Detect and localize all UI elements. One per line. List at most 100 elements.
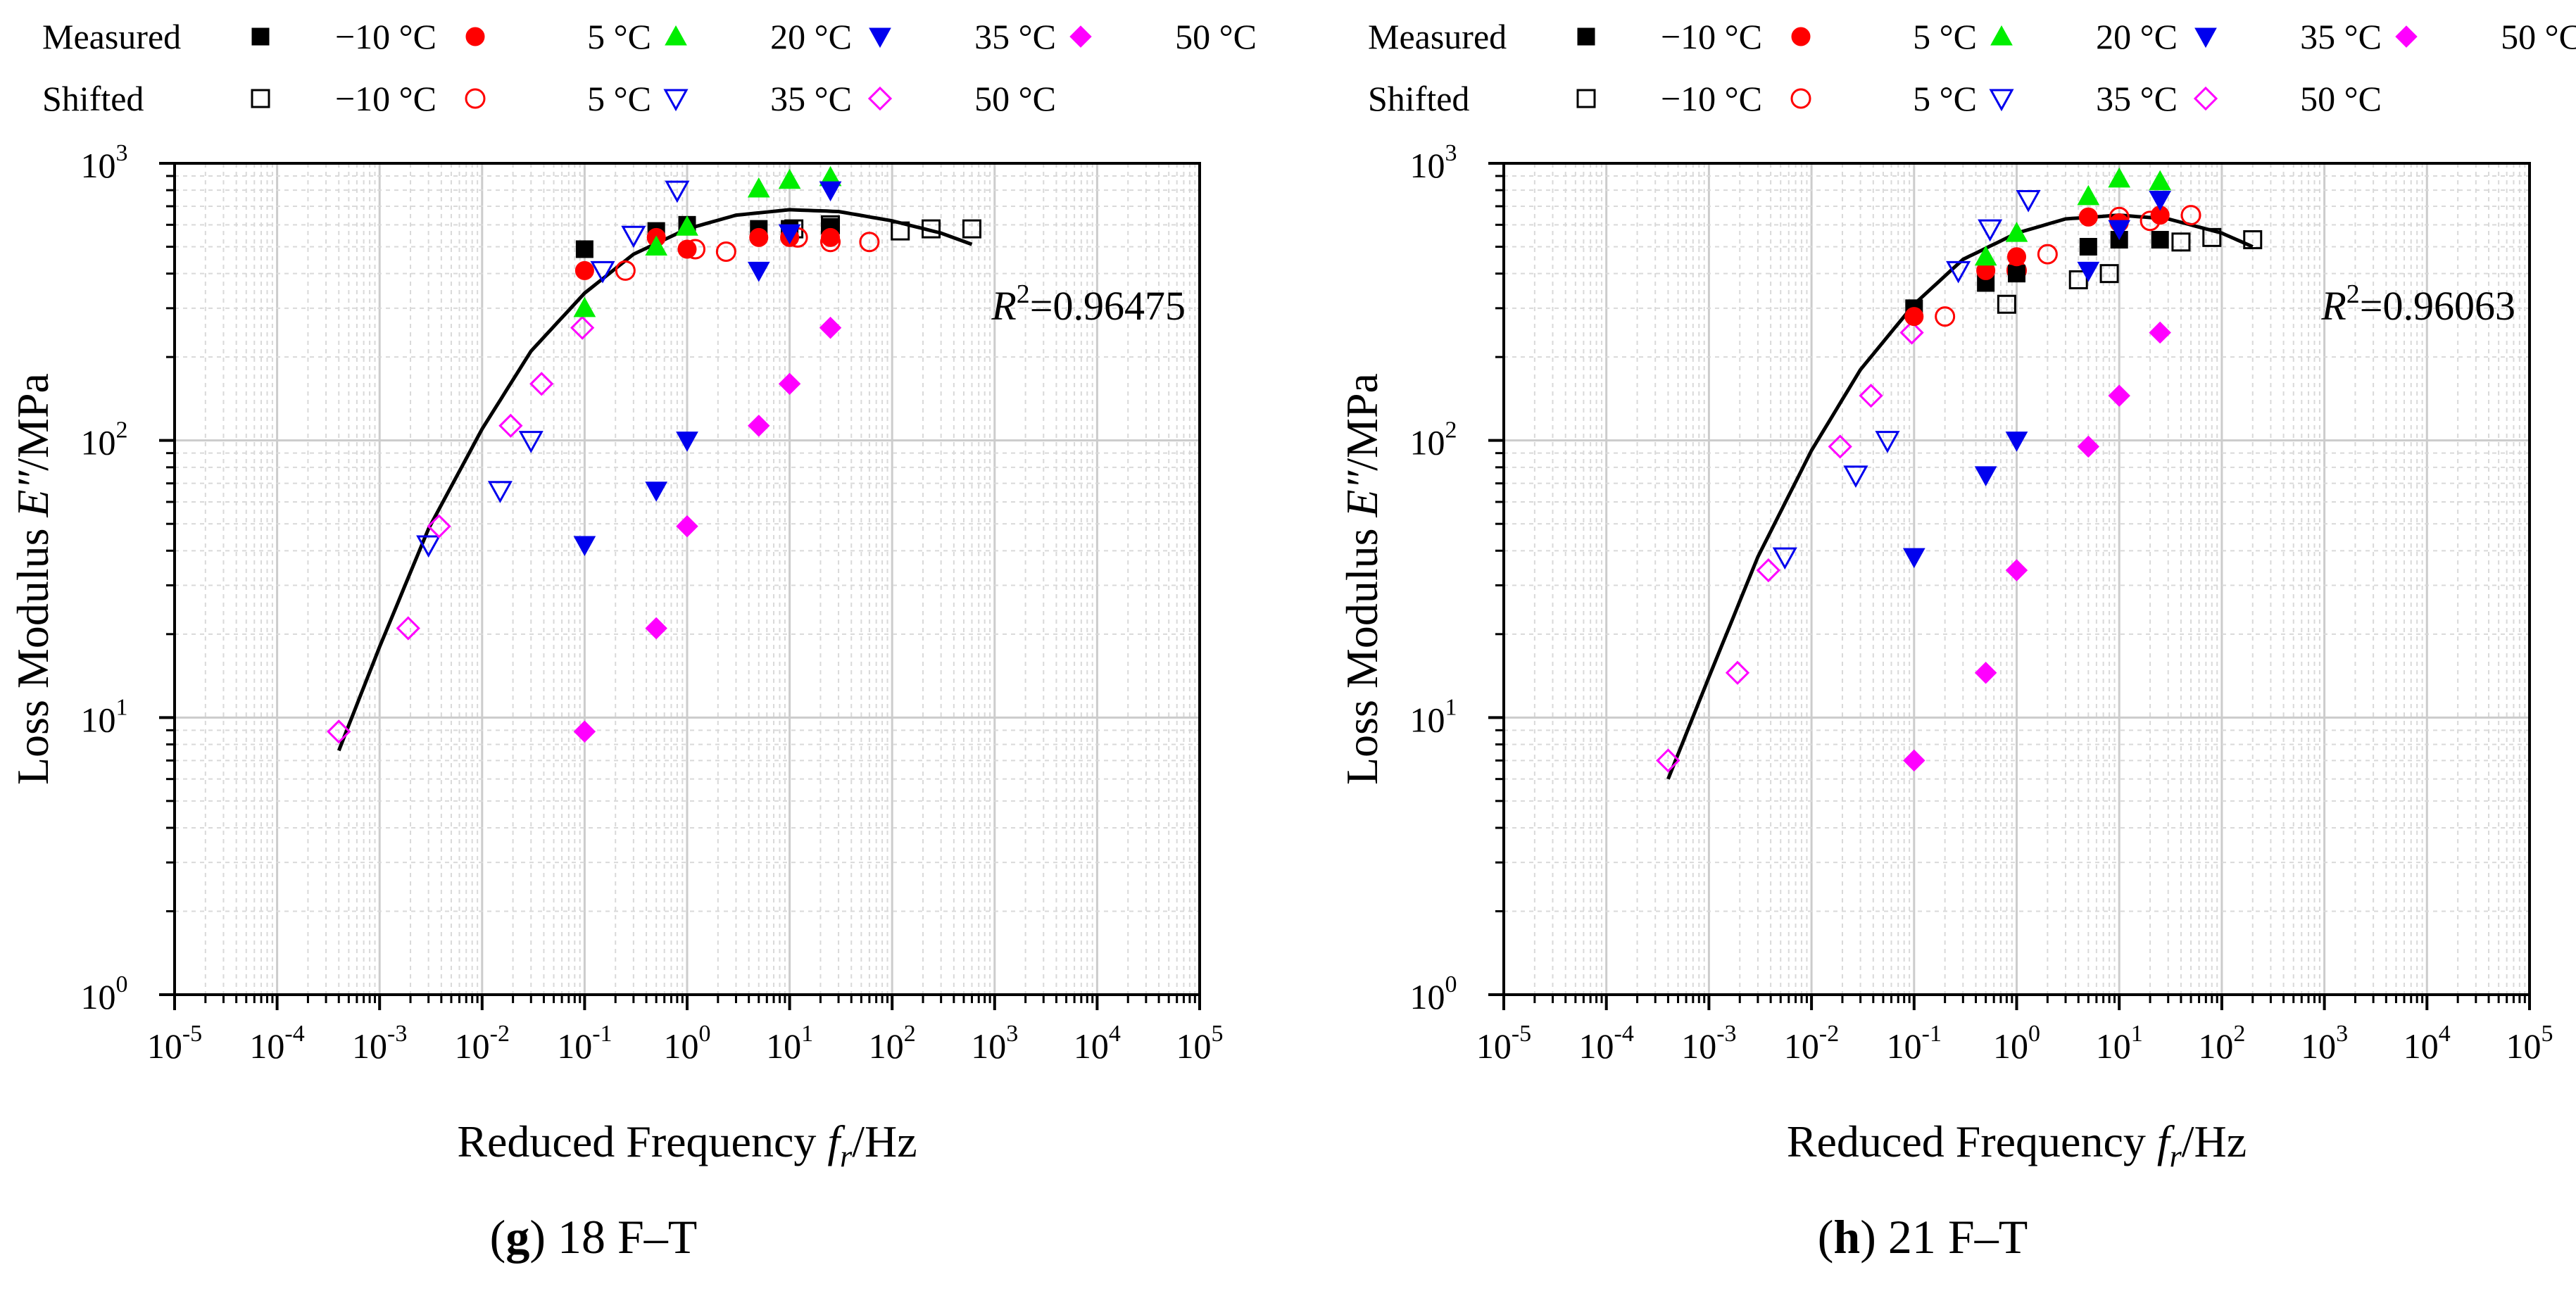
legend-label-measured-p20: 20 °C <box>2096 17 2178 56</box>
point-measured-p35 <box>2005 432 2028 452</box>
legend-label-shifted-m10: −10 °C <box>1661 79 1762 118</box>
point-shifted-p50 <box>1656 748 1680 773</box>
x-axis-label: Reduced Frequency fr/Hz <box>457 1116 917 1173</box>
legend-label-measured-m10: −10 °C <box>335 17 436 56</box>
legend-marker-measured-p5 <box>465 27 485 46</box>
x-tick-label: 100 <box>664 1021 711 1066</box>
legend-marker-measured-p50 <box>2395 25 2418 48</box>
legend-label-shifted-m10: −10 °C <box>335 79 436 118</box>
chart-panel-h: 10-5 10-4 10-3 10-2 10-1 100 101 102 103 104 10510… <box>1337 140 2553 1264</box>
legend-marker-shifted-p5 <box>1790 88 1811 109</box>
point-measured-p20 <box>778 168 801 189</box>
point-shifted-p35 <box>1843 465 1868 488</box>
point-measured-p35 <box>1974 466 1997 486</box>
point-shifted-p35 <box>1978 219 2003 242</box>
point-measured-p20 <box>2005 222 2028 242</box>
y-tick-label: 103 <box>1410 140 1457 185</box>
y-axis: 100 101 102 103 <box>1410 140 1504 1016</box>
chart-panel-g: 10-5 10-4 10-3 10-2 10-1 100 101 102 103 104 10510… <box>8 140 1224 1264</box>
point-shifted-p50 <box>1725 660 1750 685</box>
x-tick-label: 10-5 <box>147 1021 202 1066</box>
y-axis: 100 101 102 103 <box>81 140 175 1016</box>
point-shifted-p50 <box>327 719 351 744</box>
y-tick-label: 101 <box>1410 694 1457 739</box>
legend-marker-shifted-p35 <box>663 89 689 112</box>
point-shifted-p35 <box>416 535 441 558</box>
point-measured-p20 <box>2108 167 2131 188</box>
point-shifted-m10 <box>1997 294 2016 314</box>
point-shifted-p5 <box>1935 306 1956 327</box>
point-measured-p50 <box>819 316 842 339</box>
point-measured-p50 <box>2149 321 2171 344</box>
point-measured-p35 <box>573 536 596 557</box>
panel-caption: (h) 21 F–T <box>1818 1210 2028 1264</box>
point-measured-p20 <box>573 296 596 317</box>
x-tick-label: 104 <box>1074 1021 1121 1066</box>
legend-measured-label: Measured <box>42 17 181 56</box>
point-measured-m10 <box>2008 265 2025 283</box>
x-axis: 10-5 10-4 10-3 10-2 10-1 100 101 102 103 104 105 <box>1476 995 2553 1066</box>
x-tick-label: 105 <box>1176 1021 1224 1066</box>
point-shifted-p50 <box>570 315 595 340</box>
point-measured-p5 <box>574 260 594 280</box>
point-measured-p35 <box>2077 261 2100 282</box>
point-shifted-p35 <box>621 225 646 248</box>
legend-label-measured-m10: −10 °C <box>1661 17 1762 56</box>
point-shifted-p5 <box>2037 244 2058 265</box>
legend-right: Measured Shifted −10 °C 5 °C 20 °C 35 °C 50 °C… <box>1368 17 2576 118</box>
grid <box>1504 163 2530 995</box>
x-tick-label: 101 <box>766 1021 813 1066</box>
x-tick-label: 10-3 <box>352 1021 407 1066</box>
point-measured-p35 <box>676 432 698 452</box>
legend-label-shifted-p35: 35 °C <box>2096 79 2178 118</box>
point-measured-m10 <box>2151 231 2169 249</box>
point-shifted-m10 <box>922 219 941 239</box>
legend-marker-shifted-m10 <box>1576 89 1596 108</box>
x-tick-label: 10-2 <box>455 1021 510 1066</box>
point-shifted-m10 <box>2202 227 2222 247</box>
x-axis-label: Reduced Frequency fr/Hz <box>1787 1116 2247 1173</box>
point-measured-p20 <box>1974 245 1997 266</box>
y-tick-label: 102 <box>81 417 128 462</box>
point-measured-p20 <box>645 235 668 256</box>
point-shifted-p35 <box>2016 189 2041 213</box>
point-measured-p20 <box>2149 170 2172 191</box>
legend-label-shifted-p50: 50 °C <box>974 79 1056 118</box>
point-shifted-p5 <box>615 260 636 281</box>
x-tick-label: 10-1 <box>557 1021 612 1066</box>
point-measured-p50 <box>1903 749 1925 772</box>
legend-label-measured-p35: 35 °C <box>2300 17 2382 56</box>
point-shifted-m10 <box>2171 232 2191 252</box>
point-measured-p35 <box>819 181 842 202</box>
point-shifted-p35 <box>518 431 544 453</box>
point-shifted-p50 <box>498 413 523 438</box>
legend-label-measured-p5: 5 °C <box>587 17 651 56</box>
point-measured-p35 <box>645 481 668 502</box>
legend-left: Measured Shifted −10 °C 5 °C 20 °C 35 °C 50 °C… <box>42 17 1257 118</box>
point-shifted-p50 <box>1859 384 1883 408</box>
x-tick-label: 104 <box>2404 1021 2451 1066</box>
point-shifted-m10 <box>2099 264 2119 284</box>
r-squared-annotation: R2=0.96475 <box>991 279 1186 329</box>
legend-marker-measured-m10 <box>251 27 270 46</box>
point-measured-p5 <box>749 227 769 247</box>
point-measured-p50 <box>676 515 698 538</box>
legend-label-measured-p20: 20 °C <box>770 17 852 56</box>
y-axis-label: Loss Modulus E″/MPa <box>8 373 58 785</box>
legend-label-measured-p35: 35 °C <box>974 17 1056 56</box>
point-measured-p50 <box>2005 559 2028 581</box>
point-measured-p20 <box>676 215 698 236</box>
x-axis: 10-5 10-4 10-3 10-2 10-1 100 101 102 103 104 105 <box>147 995 1224 1066</box>
point-shifted-p50 <box>1828 434 1852 459</box>
point-measured-p50 <box>778 372 801 396</box>
legend-marker-measured-p20 <box>1990 25 2013 46</box>
point-measured-m10 <box>2079 238 2097 256</box>
legend-marker-shifted-p35 <box>1989 89 2014 112</box>
point-measured-p5 <box>821 227 841 247</box>
legend-label-measured-p50: 50 °C <box>1175 17 1257 56</box>
point-measured-p5 <box>2078 207 2098 227</box>
point-shifted-m10 <box>962 219 981 239</box>
x-tick-label: 103 <box>971 1021 1018 1066</box>
x-tick-label: 101 <box>2096 1021 2143 1066</box>
legend-shifted-label: Shifted <box>42 79 144 118</box>
